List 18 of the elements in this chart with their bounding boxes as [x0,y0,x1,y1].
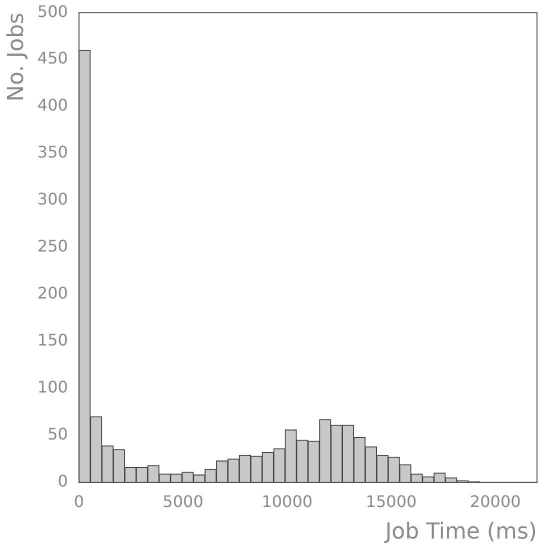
y-tick-label: 450 [37,48,68,68]
x-tick-label: 10000 [262,492,313,512]
y-tick-label: 350 [37,142,68,162]
y-tick-label: 500 [37,2,68,21]
x-axis-title: Job Time (ms) [383,520,537,545]
y-tick-label: 300 [37,190,68,209]
x-tick-label: 15000 [366,492,417,512]
x-tick-label: 20000 [470,492,521,512]
y-tick-label: 100 [37,378,68,397]
y-tick-label: 0 [58,472,68,491]
x-tick-label: 0 [74,492,84,512]
x-tick-label: 5000 [162,492,204,512]
y-axis-title: No. Jobs [4,12,29,102]
y-tick-label: 400 [37,96,68,115]
y-tick-label: 200 [37,284,68,303]
y-tick-label: 50 [48,424,68,444]
y-tick-label: 250 [37,236,68,256]
y-tick-label: 150 [37,330,68,350]
